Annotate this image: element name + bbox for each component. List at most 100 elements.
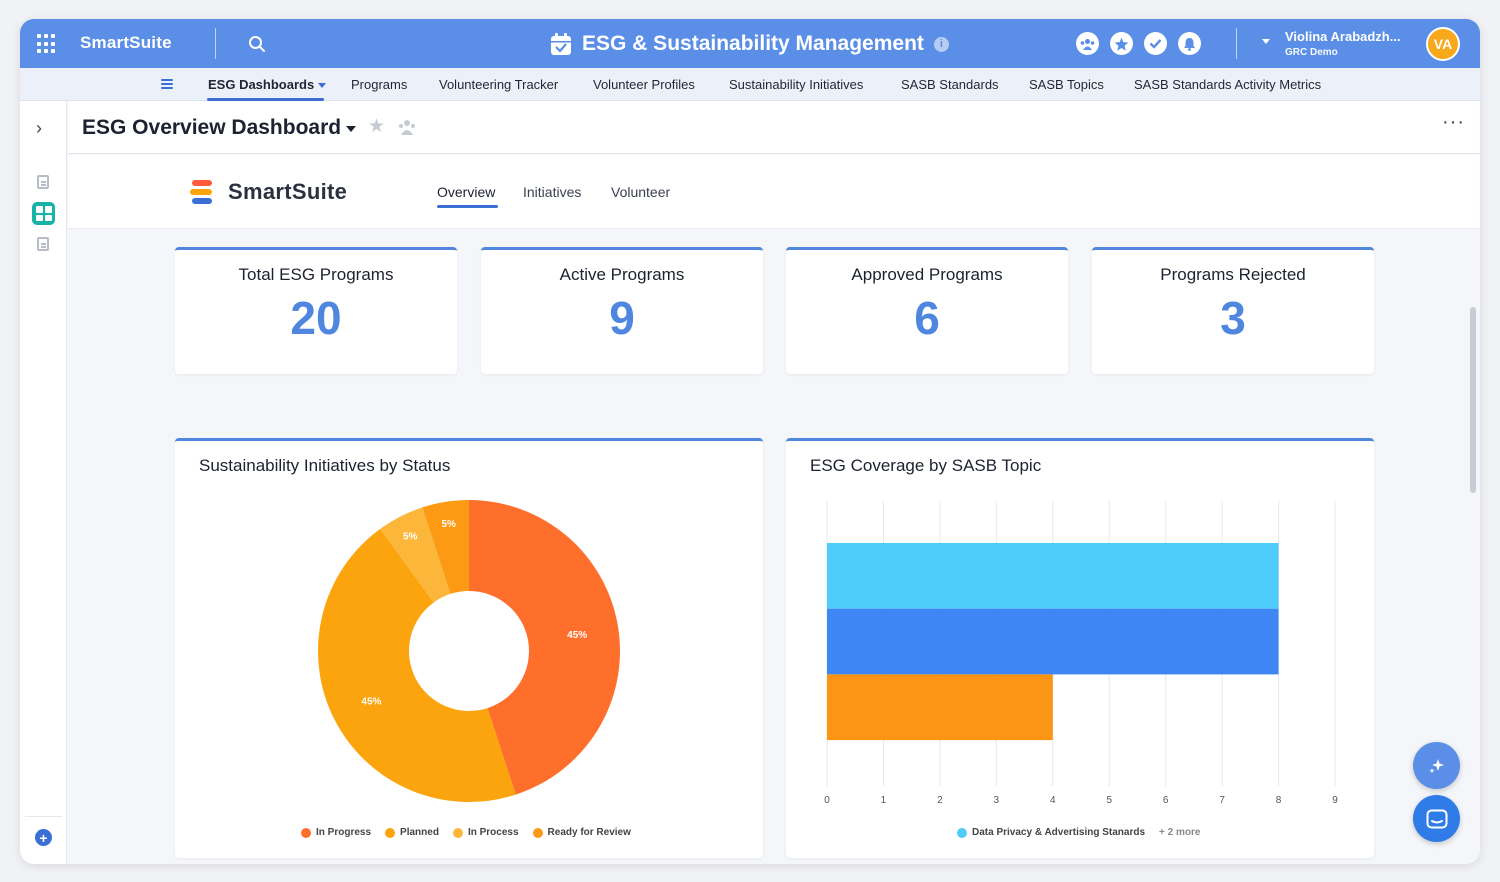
nav-tab-volunteer-profiles[interactable]: Volunteer Profiles: [593, 77, 695, 92]
calendar-icon: [551, 33, 571, 55]
sidebar: › +: [20, 101, 67, 864]
panel-coverage-by-sasb-topic: ESG Coverage by SASB Topic 0 1 2 3 4 5 6 7 8 9 Da…: [786, 438, 1374, 858]
document-icon[interactable]: [37, 237, 49, 251]
page-title: ESG Overview Dashboard: [82, 116, 342, 139]
legend-label: Planned: [400, 827, 439, 838]
search-icon[interactable]: [248, 35, 266, 53]
nav-tab-sustainability-initiatives[interactable]: Sustainability Initiatives: [729, 77, 864, 92]
avatar[interactable]: VA: [1426, 27, 1460, 61]
divider: [1236, 28, 1237, 59]
dashboard-icon[interactable]: [32, 202, 55, 225]
nav-tab-sasb-standards[interactable]: SASB Standards: [901, 77, 999, 92]
more-options-icon[interactable]: ···: [1442, 111, 1465, 133]
active-tab-indicator: [207, 98, 324, 101]
legend-item-ready-for-review[interactable]: Ready for Review: [532, 827, 631, 838]
star-icon[interactable]: [1110, 32, 1133, 55]
app-title-group: ESG & Sustainability Management i: [550, 30, 949, 58]
bar-chart[interactable]: 0 1 2 3 4 5 6 7 8 9: [786, 441, 1374, 821]
kpi-title: Approved Programs: [851, 265, 1003, 284]
divider: [215, 28, 216, 59]
bell-icon[interactable]: [1178, 32, 1201, 55]
slice-label: 45%: [361, 697, 381, 708]
app-title: ESG & Sustainability Management: [582, 32, 924, 55]
apps-grid-icon[interactable]: [37, 34, 57, 54]
top-bar: SmartSuite ESG & Sustainability Manageme…: [20, 19, 1480, 68]
tab-overview[interactable]: Overview: [437, 184, 496, 200]
legend-label: In Progress: [316, 827, 372, 838]
dashboard-brand-strip: SmartSuite Overview Initiatives Voluntee…: [68, 155, 1480, 229]
legend-more[interactable]: + 2 more: [1159, 827, 1201, 838]
legend-dot: [532, 827, 543, 838]
chart-legend: In Progress Planned In Process Ready for…: [301, 827, 645, 838]
donut-slice-in-progress[interactable]: [469, 500, 620, 795]
smartsuite-logo-icon: [190, 180, 212, 204]
nav-tab-esg-dashboards[interactable]: ESG Dashboards: [208, 77, 327, 92]
legend-item-in-progress[interactable]: In Progress: [301, 827, 371, 838]
tab-initiatives[interactable]: Initiatives: [523, 184, 582, 200]
people-icon[interactable]: [398, 119, 416, 135]
bar[interactable]: [827, 608, 1279, 675]
slice-label: 45%: [567, 630, 587, 641]
bar[interactable]: [827, 674, 1053, 741]
x-tick-label: 1: [881, 795, 887, 806]
slice-label: 5%: [403, 532, 418, 543]
nav-tab-programs[interactable]: Programs: [351, 77, 408, 92]
brand-name[interactable]: SmartSuite: [80, 33, 172, 52]
x-tick-label: 0: [824, 795, 830, 806]
chart-title: ESG Coverage by SASB Topic: [810, 456, 1042, 475]
info-icon[interactable]: i: [933, 36, 949, 52]
check-icon[interactable]: [1144, 32, 1167, 55]
app-window: SmartSuite ESG & Sustainability Manageme…: [20, 19, 1480, 864]
x-tick-label: 9: [1332, 795, 1338, 806]
logo-text: SmartSuite: [228, 179, 348, 204]
legend-item-planned[interactable]: Planned: [385, 827, 439, 838]
dashboard-content: Total ESG Programs 20 Active Programs 9 …: [68, 230, 1480, 864]
legend-dot: [301, 827, 311, 838]
kpi-card-approved-programs[interactable]: Approved Programs 6: [786, 247, 1068, 374]
donut-chart[interactable]: 45% 45% 5% 5%: [175, 441, 763, 821]
chevron-down-icon[interactable]: [346, 126, 356, 132]
tab-volunteer[interactable]: Volunteer: [611, 184, 671, 200]
panel-initiatives-by-status: Sustainability Initiatives by Status 45%…: [175, 438, 763, 858]
add-icon[interactable]: +: [35, 829, 52, 846]
chevron-right-icon[interactable]: ›: [36, 118, 42, 138]
chevron-down-icon: [318, 83, 327, 89]
kpi-card-programs-rejected[interactable]: Programs Rejected 3: [1092, 247, 1374, 374]
legend-item-in-process[interactable]: In Process: [452, 827, 519, 838]
x-tick-label: 8: [1276, 795, 1282, 806]
nav-tab-sasb-topics[interactable]: SASB Topics: [1029, 77, 1104, 92]
chart-title: Sustainability Initiatives by Status: [199, 456, 451, 475]
x-tick-label: 7: [1219, 795, 1225, 806]
sparkle-icon: [1428, 758, 1444, 773]
ai-assistant-button[interactable]: [1413, 742, 1460, 789]
chat-button[interactable]: [1413, 795, 1460, 842]
kpi-title: Active Programs: [559, 265, 685, 284]
bar[interactable]: [827, 543, 1279, 609]
nav-tab-volunteering-tracker[interactable]: Volunteering Tracker: [439, 77, 559, 92]
x-tick-label: 3: [994, 795, 1000, 806]
menu-icon[interactable]: [161, 79, 173, 89]
user-name[interactable]: Violina Arabadzh...: [1285, 29, 1401, 44]
kpi-value: 6: [914, 292, 940, 344]
donut-slice-ready-for-review[interactable]: [422, 500, 469, 594]
kpi-value: 9: [609, 292, 635, 344]
document-icon[interactable]: [37, 175, 49, 189]
kpi-card-active-programs[interactable]: Active Programs 9: [481, 247, 763, 374]
legend-label: Data Privacy & Advertising Stanards: [972, 827, 1146, 838]
x-tick-label: 4: [1050, 795, 1056, 806]
team-icon[interactable]: [1076, 32, 1099, 55]
user-org: GRC Demo: [1285, 47, 1338, 58]
kpi-card-total-programs[interactable]: Total ESG Programs 20: [175, 247, 457, 374]
donut-slice-planned[interactable]: [318, 528, 516, 802]
legend-item-data-privacy[interactable]: Data Privacy & Advertising Stanards: [957, 827, 1145, 838]
chevron-down-icon[interactable]: [1262, 39, 1270, 44]
x-tick-label: 6: [1163, 795, 1169, 806]
nav-tab-sasb-activity-metrics[interactable]: SASB Standards Activity Metrics: [1134, 77, 1322, 92]
donut-slice-in-process[interactable]: [380, 507, 451, 603]
scrollbar[interactable]: [1470, 307, 1476, 493]
kpi-title: Programs Rejected: [1160, 265, 1306, 284]
star-icon[interactable]: ★: [368, 116, 386, 137]
legend-dot: [452, 827, 463, 838]
legend-dot: [957, 827, 967, 838]
slice-label: 5%: [442, 519, 457, 530]
